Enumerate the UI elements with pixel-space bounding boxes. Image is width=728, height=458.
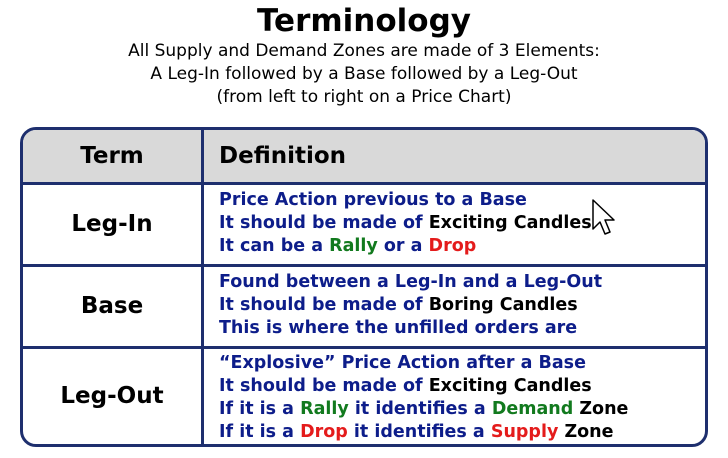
definition-cell: “Explosive” Price Action after a Base It… [219,352,628,444]
header-term: Term [80,143,144,169]
definition-line: If it is a Rally it identifies a Demand … [219,398,628,421]
exciting-candles-text: Exciting Candles [428,213,592,233]
definition-text: If it is a [219,422,301,442]
definition-line: It should be made of Boring Candles [219,294,602,317]
supply-text: Supply [490,422,559,442]
subtitle-line-3: (from left to right on a Price Chart) [216,87,512,107]
exciting-candles-text: Exciting Candles [428,376,592,396]
table-header-row: Term Definition [23,130,705,185]
definition-text: “Explosive” Price Action after a Base [219,353,586,373]
arrow-cursor-icon [592,199,615,235]
subtitle-line-2: A Leg-In followed by a Base followed by … [150,64,578,84]
definition-text: It can be a [219,236,330,256]
zone-text: Zone [573,399,629,419]
definition-line: This is where the unfilled orders are [219,317,602,340]
definition-text: or a [377,236,429,256]
definition-text: It should be made of [219,295,429,315]
definition-line: If it is a Drop it identifies a Supply Z… [219,421,628,444]
definition-text: If it is a [219,399,301,419]
terminology-table: Term Definition Leg-In Price Action prev… [20,127,708,447]
page-title: Terminology [257,3,471,39]
table-row-base: Base Found between a Leg-In and a Leg-Ou… [23,267,705,349]
table-row-leg-out: Leg-Out “Explosive” Price Action after a… [23,349,705,444]
definition-text: Found between a Leg-In and a Leg-Out [219,272,603,292]
definition-line: Found between a Leg-In and a Leg-Out [219,271,602,294]
definition-text: Price Action previous to a Base [219,190,527,210]
definition-cell: Found between a Leg-In and a Leg-Out It … [219,271,602,340]
demand-text: Demand [491,399,574,419]
column-divider [201,130,204,444]
definition-line: It can be a Rally or a Drop [219,235,592,258]
zone-text: Zone [558,422,614,442]
definition-text: It should be made of [219,213,429,233]
term-cell: Leg-In [71,211,153,237]
drop-text: Drop [300,422,348,442]
definition-cell: Price Action previous to a Base It shoul… [219,189,592,258]
header-definition: Definition [219,143,347,169]
definition-text: This is where the unfilled orders are [219,318,578,338]
definition-text: it identifies a [348,399,492,419]
definition-line: Price Action previous to a Base [219,189,592,212]
table-row-leg-in: Leg-In Price Action previous to a Base I… [23,185,705,267]
term-cell: Leg-Out [60,383,164,409]
subtitle-line-1: All Supply and Demand Zones are made of … [128,41,600,61]
drop-text: Drop [428,236,477,256]
definition-line: It should be made of Exciting Candles [219,212,592,235]
definition-line: “Explosive” Price Action after a Base [219,352,628,375]
rally-text: Rally [329,236,378,256]
definition-text: It should be made of [219,376,429,396]
term-cell: Base [80,293,144,319]
definition-text: it identifies a [347,422,491,442]
definition-line: It should be made of Exciting Candles [219,375,628,398]
rally-text: Rally [300,399,349,419]
boring-candles-text: Boring Candles [428,295,578,315]
